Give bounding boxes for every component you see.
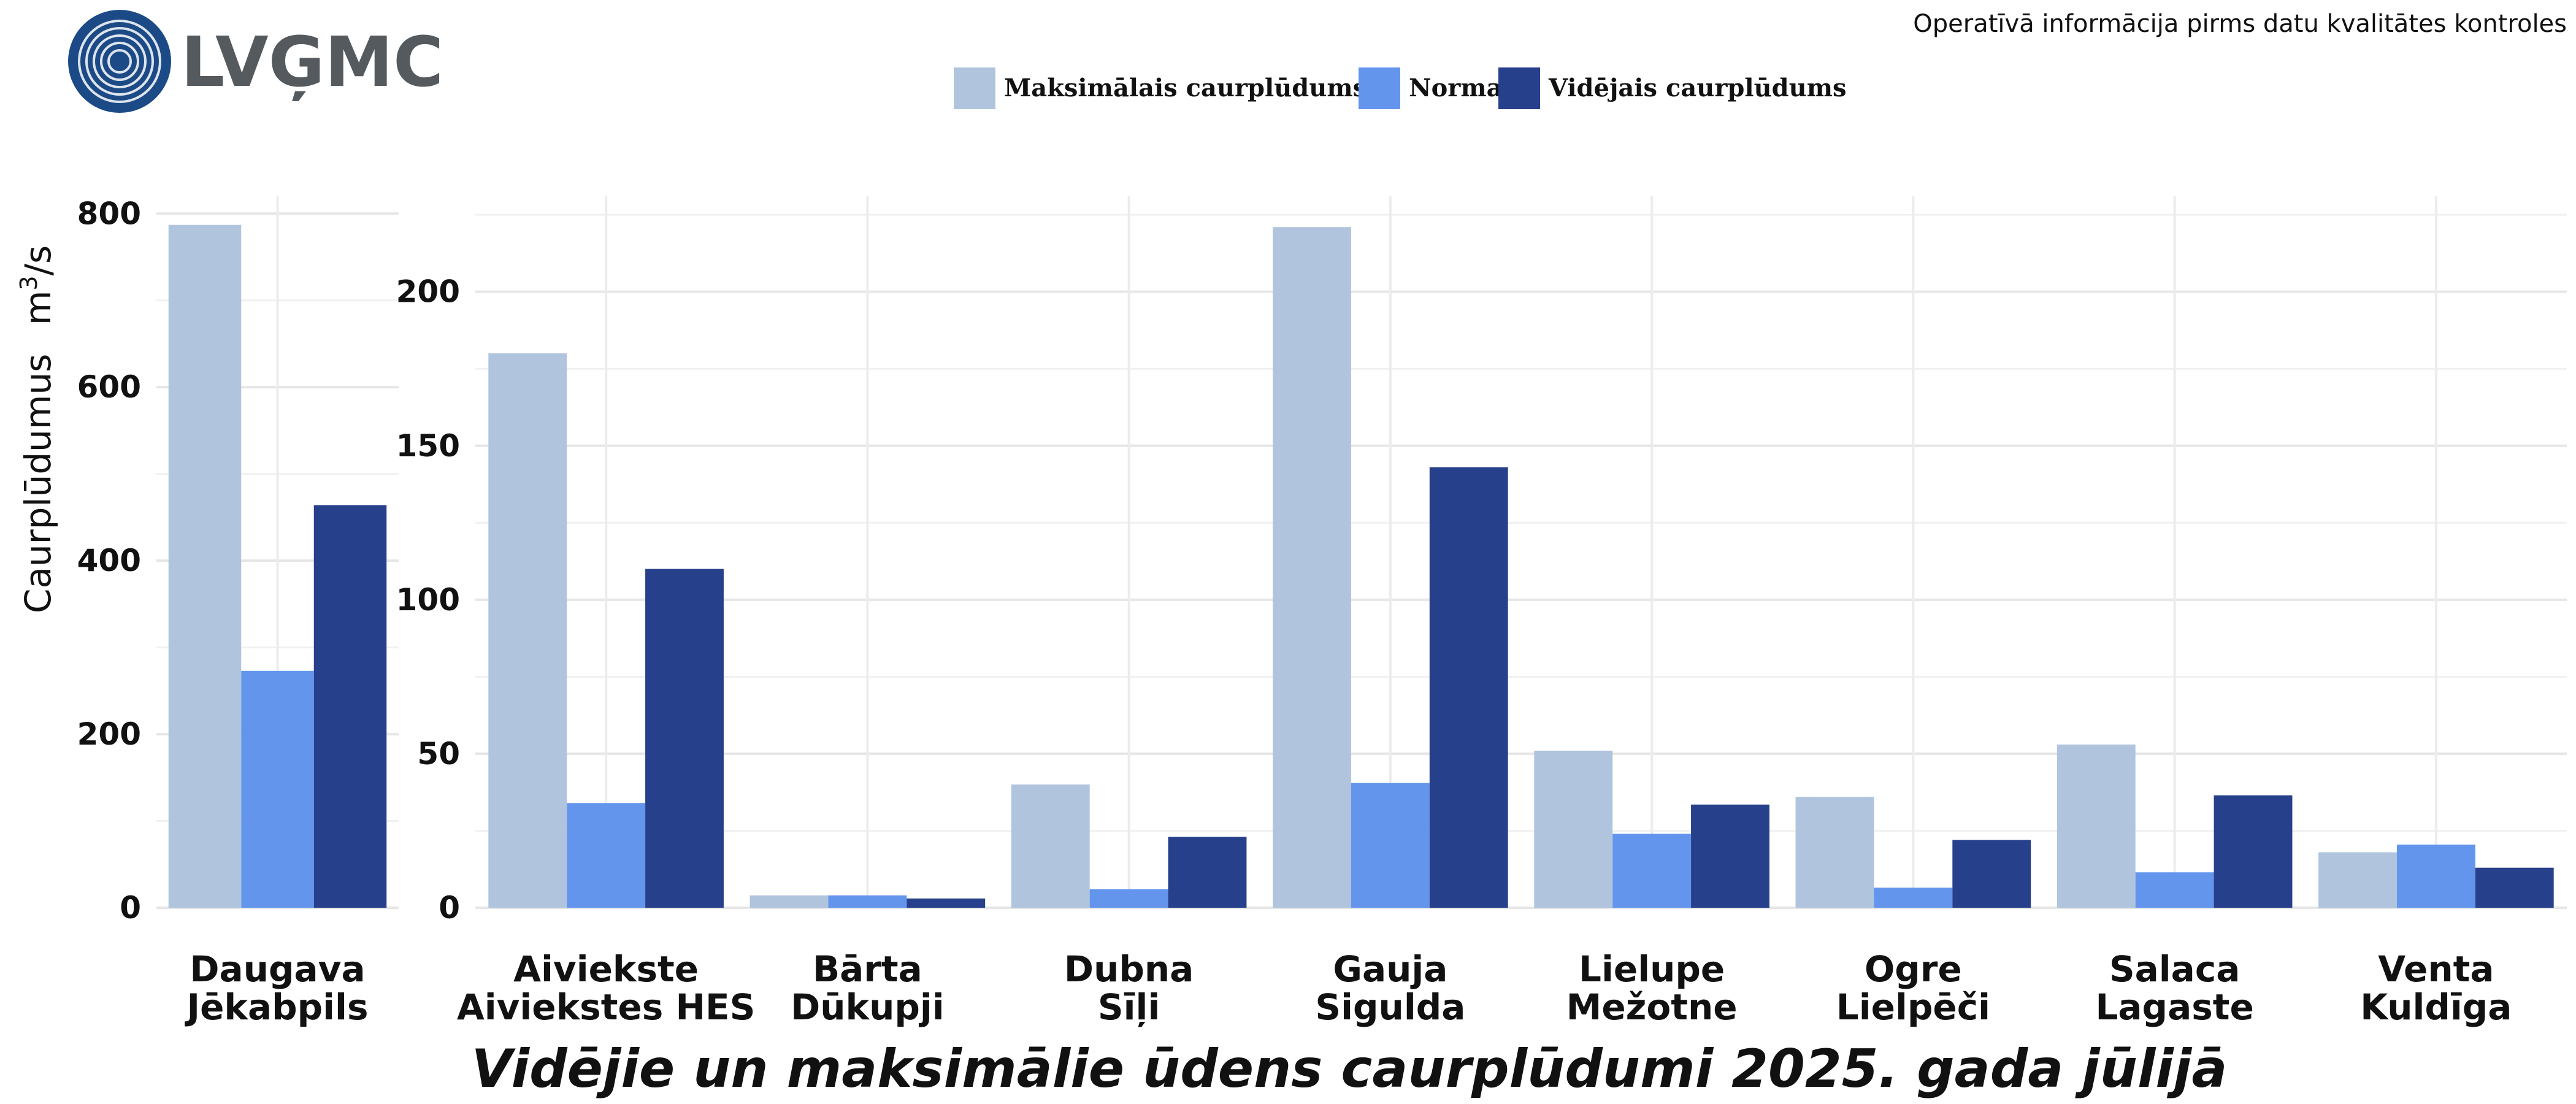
- y-tick-label: 400: [77, 543, 141, 578]
- legend-swatch-maksimalais-caurpludums: [954, 67, 995, 109]
- bar-videjais-caurpludums-salaca: [2214, 795, 2293, 908]
- legend-label-videjais-caurpludums: Vidējais caurplūdums: [1548, 74, 1847, 102]
- bar-maksimalais-caurpludums-barta: [749, 895, 829, 908]
- bar-videjais-caurpludums-daugava: [313, 505, 387, 908]
- y-axis-label: Caurplūdumus m3/s: [15, 245, 59, 613]
- x-category-label: Mežotne: [1566, 986, 1738, 1028]
- chart-title: Vidējie un maksimālie ūdens caurplūdumi …: [472, 1038, 2228, 1100]
- lvgmc-logo: LVĢMC: [68, 10, 443, 113]
- bar-maksimalais-caurpludums-venta: [2318, 852, 2397, 908]
- bar-videjais-caurpludums-dubna: [1168, 837, 1247, 908]
- y-tick-label: 50: [417, 736, 460, 772]
- bar-maksimalais-caurpludums-daugava: [168, 224, 242, 908]
- bar-maksimalais-caurpludums-dubna: [1011, 784, 1090, 908]
- x-category-label: Lielpēči: [1836, 986, 1990, 1028]
- bar-norma-aiviekste: [567, 803, 646, 908]
- y-tick-label: 600: [77, 369, 141, 405]
- x-category-label: Aiviekste: [513, 948, 699, 990]
- x-category-label: Dūkupji: [791, 986, 945, 1028]
- y-tick-label: 0: [439, 890, 460, 926]
- bar-norma-gauja: [1351, 783, 1430, 908]
- x-category-label: Venta: [2378, 948, 2494, 990]
- bar-maksimalais-caurpludums-salaca: [2057, 744, 2136, 908]
- x-category-label: Gauja: [1333, 948, 1447, 990]
- bar-videjais-caurpludums-barta: [907, 898, 986, 908]
- data-quality-note: Operatīvā informācija pirms datu kvalitā…: [1913, 10, 2567, 38]
- legend-swatch-norma: [1359, 67, 1400, 109]
- bar-norma-ogre: [1874, 887, 1953, 908]
- y-tick-label: 0: [120, 890, 141, 926]
- bar-videjais-caurpludums-gauja: [1429, 467, 1508, 908]
- x-category-label: Kuldīga: [2360, 986, 2512, 1028]
- y-tick-label: 800: [77, 196, 141, 231]
- x-category-label: Daugava: [190, 948, 365, 990]
- x-category-label: Sīļi: [1098, 986, 1160, 1028]
- bar-videjais-caurpludums-aiviekste: [645, 569, 724, 908]
- y-axis-label-text: Caurplūdumus: [17, 354, 59, 613]
- x-category-label: Lagaste: [2095, 986, 2253, 1028]
- bar-norma-daugava: [241, 670, 314, 908]
- bar-norma-lielupe: [1612, 834, 1692, 908]
- x-category-label: Bārta: [813, 948, 922, 990]
- bar-maksimalais-caurpludums-aiviekste: [488, 353, 567, 908]
- y-axis-unit: m: [17, 291, 59, 326]
- y-tick-label: 150: [396, 428, 460, 464]
- bar-norma-venta: [2396, 845, 2475, 908]
- x-category-label: Jēkabpils: [185, 986, 369, 1028]
- x-category-label: Aiviekstes HES: [457, 986, 756, 1028]
- bar-videjais-caurpludums-ogre: [1952, 840, 2031, 908]
- bar-maksimalais-caurpludums-lielupe: [1534, 750, 1613, 908]
- bar-maksimalais-caurpludums-ogre: [1795, 797, 1874, 908]
- y-tick-label: 200: [77, 716, 141, 752]
- bar-norma-dubna: [1089, 889, 1168, 908]
- bar-videjais-caurpludums-venta: [2475, 867, 2554, 908]
- x-category-label: Salaca: [2109, 948, 2240, 990]
- y-axis-unit-superscript: 3: [15, 275, 42, 290]
- bar-norma-barta: [828, 895, 907, 908]
- logo-emblem-icon: [68, 10, 171, 113]
- legend-label-norma: Norma: [1409, 74, 1503, 102]
- y-tick-label: 200: [396, 274, 460, 310]
- y-tick-label: 100: [396, 582, 460, 618]
- x-category-label: Sigulda: [1315, 986, 1465, 1028]
- bar-maksimalais-caurpludums-gauja: [1273, 227, 1351, 908]
- legend-swatch-videjais-caurpludums: [1498, 67, 1540, 109]
- bar-norma-salaca: [2135, 872, 2214, 908]
- x-category-label: Lielupe: [1579, 948, 1725, 990]
- legend-label-maksimalais-caurpludums: Maksimālais caurplūdums: [1004, 74, 1367, 102]
- bar-videjais-caurpludums-lielupe: [1691, 804, 1769, 908]
- y-axis-unit-tail: /s: [17, 245, 59, 276]
- legend: Maksimālais caurplūdums Norma Vidējais cau…: [954, 67, 1847, 109]
- logo-text: LVĢMC: [181, 23, 443, 102]
- x-category-label: Ogre: [1865, 948, 1962, 990]
- x-category-label: Dubna: [1064, 948, 1194, 990]
